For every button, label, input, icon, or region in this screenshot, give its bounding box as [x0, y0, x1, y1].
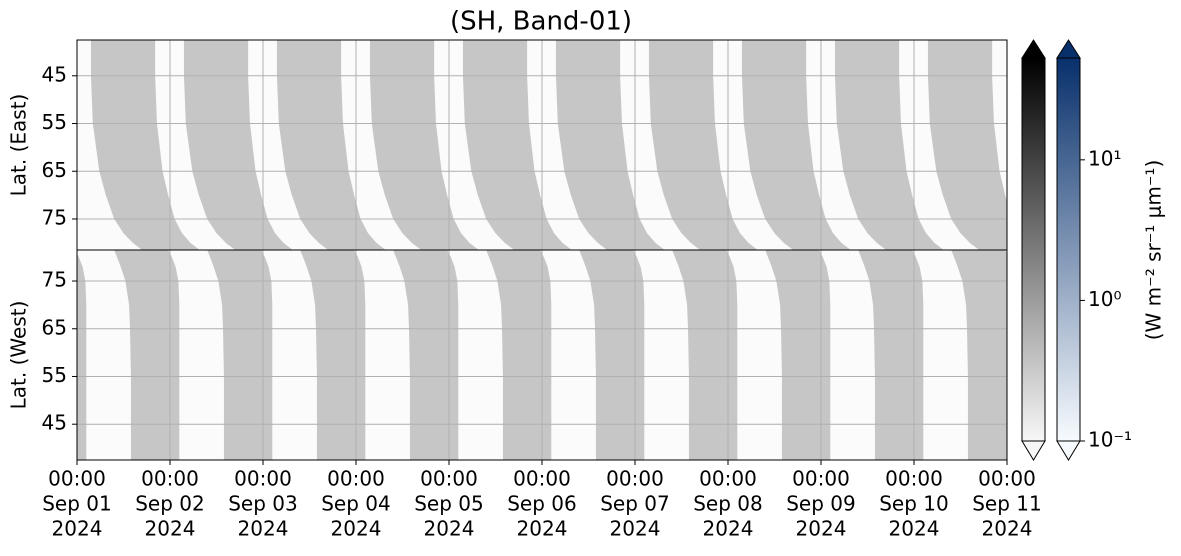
swath: [207, 250, 273, 460]
y-tick-label: 65: [42, 315, 67, 339]
x-tick-label: 2024: [982, 517, 1033, 541]
colorbar-frame: [1056, 57, 1081, 442]
swath: [114, 250, 180, 460]
x-tick-label: Sep 05: [414, 492, 484, 516]
x-tick-label: Sep 09: [786, 492, 856, 516]
x-tick-label: Sep 06: [507, 492, 577, 516]
x-tick-label: 00:00: [792, 467, 850, 491]
colorbar-tick-label: 10⁻¹: [1088, 428, 1132, 452]
y-tick-label: 55: [42, 363, 67, 387]
x-tick-label: 2024: [610, 517, 661, 541]
swath-layer: [77, 250, 1007, 460]
y-tick-label: 75: [42, 205, 67, 229]
swath: [276, 40, 386, 250]
swath: [579, 250, 645, 460]
colorbar-extend-top: [1056, 39, 1081, 59]
x-tick-label: 00:00: [885, 467, 943, 491]
swath: [858, 250, 924, 460]
swath: [927, 40, 1007, 250]
y-tick-label: 55: [42, 110, 67, 134]
swath: [369, 40, 479, 250]
colorbar-extend-bottom: [1056, 440, 1081, 461]
colorbar-tick-label: 10⁰: [1088, 287, 1121, 311]
swath: [834, 40, 944, 250]
x-tick-label: Sep 04: [321, 492, 391, 516]
colorbar-extend-bottom: [1021, 440, 1046, 461]
x-tick-label: 00:00: [699, 467, 757, 491]
x-tick-label: 2024: [331, 517, 382, 541]
x-tick-label: 00:00: [234, 467, 292, 491]
x-tick-label: Sep 10: [879, 492, 949, 516]
x-tick-label: 00:00: [141, 467, 199, 491]
swath: [672, 250, 738, 460]
x-tick-label: Sep 07: [600, 492, 670, 516]
swath: [90, 40, 200, 250]
colorbar-label: (W m⁻² sr⁻¹ μm⁻¹): [1142, 160, 1166, 341]
swath: [555, 40, 665, 250]
colorbar-frame: [1021, 57, 1046, 442]
chart-title: (SH, Band-01): [450, 7, 632, 37]
y-axis-label: Lat. (West): [7, 301, 31, 410]
x-tick-label: 2024: [145, 517, 196, 541]
swath: [951, 250, 1007, 460]
swath: [77, 253, 87, 460]
x-tick-label: 00:00: [420, 467, 478, 491]
x-tick-label: Sep 03: [228, 492, 298, 516]
x-tick-label: 2024: [889, 517, 940, 541]
x-tick-label: 2024: [52, 517, 103, 541]
x-tick-label: 00:00: [513, 467, 571, 491]
x-tick-label: Sep 02: [135, 492, 205, 516]
y-tick-label: 45: [42, 62, 67, 86]
x-tick-label: 2024: [703, 517, 754, 541]
colorbar-tick-label: 10¹: [1088, 146, 1121, 170]
swath: [486, 250, 552, 460]
swath: [393, 250, 459, 460]
x-tick-label: 2024: [796, 517, 847, 541]
swath: [300, 250, 366, 460]
x-tick-label: 00:00: [327, 467, 385, 491]
x-tick-label: 2024: [424, 517, 475, 541]
y-tick-label: 45: [42, 411, 67, 435]
x-tick-label: 00:00: [606, 467, 664, 491]
y-tick-label: 65: [42, 158, 67, 182]
x-tick-label: Sep 01: [42, 492, 112, 516]
x-tick-label: Sep 08: [693, 492, 763, 516]
x-tick-label: 00:00: [48, 467, 106, 491]
swath-layer: [90, 40, 1007, 250]
colorbar-extend-top: [1021, 39, 1046, 59]
y-tick-label: 75: [42, 268, 67, 292]
colorbar: [1022, 58, 1045, 441]
x-tick-label: 00:00: [978, 467, 1036, 491]
swath: [462, 40, 572, 250]
x-tick-label: Sep 11: [972, 492, 1042, 516]
x-tick-label: 2024: [517, 517, 568, 541]
swath: [648, 40, 758, 250]
colorbar: [1057, 58, 1080, 441]
swath: [741, 40, 851, 250]
swath: [183, 40, 293, 250]
swath: [765, 250, 831, 460]
x-tick-label: 2024: [238, 517, 289, 541]
y-axis-label: Lat. (East): [7, 94, 31, 197]
